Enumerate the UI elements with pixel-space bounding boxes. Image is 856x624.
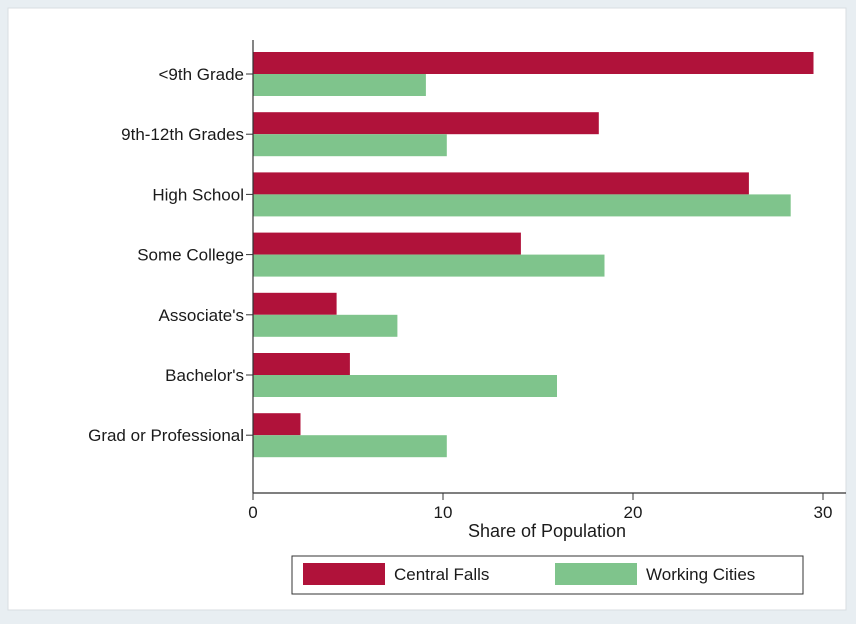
x-tick-label: 30 [814,503,833,522]
bar-working-cities-0 [253,74,426,96]
bar-central-falls-2 [253,172,749,195]
x-axis-label: Share of Population [468,521,626,541]
bar-central-falls-0 [253,52,814,74]
legend-swatch [555,563,637,585]
legend-label: Central Falls [394,565,489,584]
category-labels: <9th Grade 9th-12th Grades High School Some… [88,65,253,445]
category-label: <9th Grade [158,65,244,84]
bars-group [253,52,814,458]
bar-central-falls-5 [253,353,350,375]
category-label: Bachelor's [165,366,244,385]
category-label: Grad or Professional [88,426,244,445]
x-tick-label: 10 [434,503,453,522]
category-label: 9th-12th Grades [121,125,244,144]
legend: Central Falls Working Cities [291,555,804,595]
plot-area [7,7,847,611]
bar-central-falls-6 [253,413,301,436]
category-label: Associate's [159,306,244,325]
legend-label: Working Cities [646,565,755,584]
bar-working-cities-1 [253,134,447,157]
legend-swatch [303,563,385,585]
category-label: High School [152,185,244,204]
bar-working-cities-3 [253,254,605,277]
x-ticks: 0 10 20 30 [248,493,832,522]
bar-central-falls-4 [253,292,337,315]
category-label: Some College [137,246,244,265]
bar-working-cities-2 [253,194,791,217]
x-tick-label: 0 [248,503,257,522]
legend-items: Central Falls Working Cities [303,563,755,585]
bar-working-cities-6 [253,435,447,458]
bar-working-cities-4 [253,314,398,337]
bar-working-cities-5 [253,375,557,397]
bar-central-falls-1 [253,112,599,135]
x-tick-label: 20 [624,503,643,522]
bar-central-falls-3 [253,232,521,255]
